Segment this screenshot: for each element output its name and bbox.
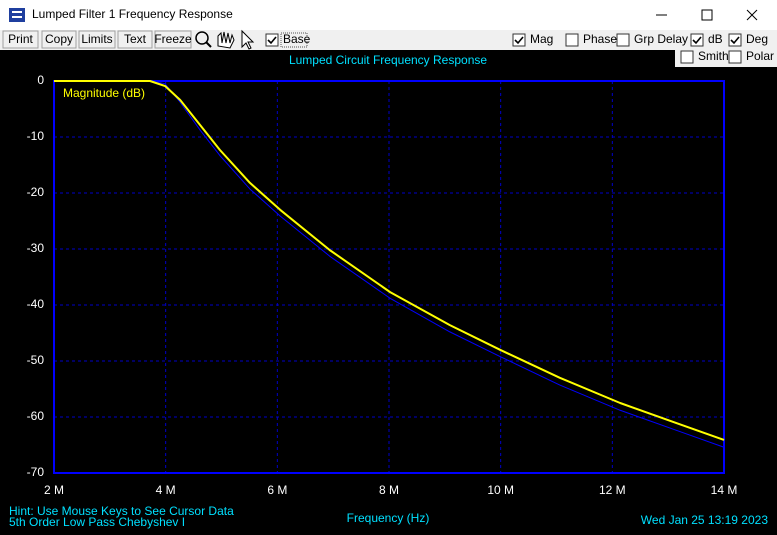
check-mark xyxy=(514,36,524,45)
checkbox-label: dB xyxy=(708,32,723,46)
x-tick-label: 6 M xyxy=(267,483,287,497)
checkbox-label: Mag xyxy=(530,32,553,46)
checkbox-label: Grp Delay xyxy=(634,32,688,46)
checkbox-label: Phase xyxy=(583,32,617,46)
x-tick-label: 10 M xyxy=(487,483,514,497)
close-button[interactable] xyxy=(746,9,758,21)
x-tick-label: 4 M xyxy=(156,483,176,497)
checkbox[interactable] xyxy=(616,33,630,47)
button-label: Text xyxy=(124,32,147,46)
y-tick-label: 0 xyxy=(37,73,44,87)
button-label: Print xyxy=(8,32,33,46)
button-label: Freeze xyxy=(154,32,192,46)
check-mark xyxy=(692,36,702,45)
chart-title: Lumped Circuit Frequency Response xyxy=(289,53,487,67)
y-tick-label: -10 xyxy=(27,129,45,143)
y-tick-label: -20 xyxy=(27,185,45,199)
pointer-tool[interactable] xyxy=(241,29,255,50)
checkbox[interactable] xyxy=(565,33,579,47)
toolbar-button[interactable] xyxy=(117,30,153,49)
check-mark xyxy=(267,36,277,45)
checkbox[interactable] xyxy=(512,33,526,47)
x-axis-label: Frequency (Hz) xyxy=(347,511,430,525)
x-tick-label: 2 M xyxy=(44,483,64,497)
x-tick-label: 8 M xyxy=(379,483,399,497)
toolbar-button[interactable] xyxy=(2,30,39,49)
y-tick-label: -60 xyxy=(27,409,45,423)
check-mark xyxy=(730,36,740,45)
y-tick-label: -50 xyxy=(27,353,45,367)
app-icon xyxy=(9,8,25,22)
toolbar-row-2 xyxy=(675,48,777,67)
checkbox-label: Base xyxy=(283,32,311,46)
y-tick-label: -40 xyxy=(27,297,45,311)
y-tick-label: -70 xyxy=(27,465,45,479)
x-tick-label: 12 M xyxy=(599,483,626,497)
checkbox[interactable] xyxy=(680,50,694,64)
checkbox[interactable] xyxy=(265,33,279,47)
pan-tool[interactable] xyxy=(217,31,235,49)
description: 5th Order Low Pass Chebyshev I xyxy=(9,515,185,529)
zoom-tool[interactable] xyxy=(195,31,212,48)
y-tick-label: -30 xyxy=(27,241,45,255)
button-label: Copy xyxy=(45,32,73,46)
checkbox-label: Smith xyxy=(698,49,729,63)
title-bar xyxy=(0,0,777,30)
toolbar xyxy=(0,30,777,50)
checkbox[interactable] xyxy=(690,33,704,47)
button-label: Limits xyxy=(81,32,112,46)
toolbar-button[interactable] xyxy=(78,30,116,49)
x-tick-label: 14 M xyxy=(711,483,738,497)
focus-box xyxy=(280,32,308,48)
checkbox[interactable] xyxy=(728,50,742,64)
checkbox-label: Polar xyxy=(746,49,774,63)
timestamp: Wed Jan 25 13:19 2023 xyxy=(641,513,769,527)
window-title: Lumped Filter 1 Frequency Response xyxy=(32,7,233,21)
plot-border xyxy=(53,80,725,474)
hint-text: Hint: Use Mouse Keys to See Cursor Data xyxy=(9,504,234,518)
legend-label: Magnitude (dB) xyxy=(63,86,145,100)
checkbox-label: Deg xyxy=(746,32,768,46)
toolbar-button[interactable] xyxy=(41,30,77,49)
toolbar-button[interactable] xyxy=(154,30,192,49)
maximize-button[interactable] xyxy=(701,9,713,21)
checkbox[interactable] xyxy=(728,33,742,47)
series-line xyxy=(54,80,725,441)
